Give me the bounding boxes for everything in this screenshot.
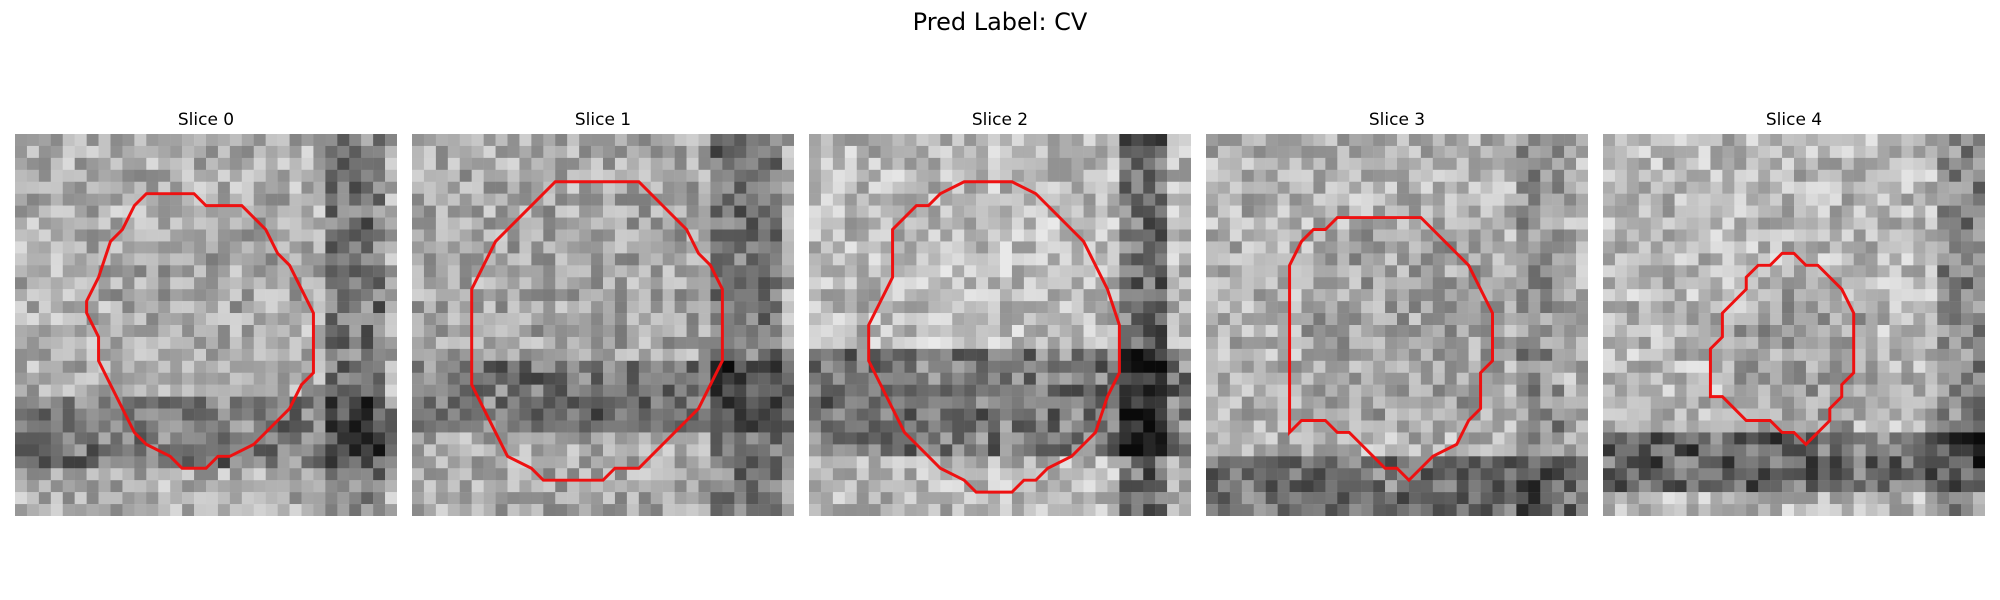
slice-0-image: [15, 134, 397, 516]
slice-4-title: Slice 4: [1765, 110, 1823, 130]
slice-2-image: [809, 134, 1191, 516]
slice-1-title: Slice 1: [574, 110, 632, 130]
slice-3-image: [1206, 134, 1588, 516]
slice-1-image: [412, 134, 794, 516]
slice-0-title: Slice 0: [177, 110, 235, 130]
slice-2-contour: [867, 180, 1121, 494]
figure-title: Pred Label: CV: [912, 8, 1088, 36]
slice-3-contour: [1288, 216, 1494, 483]
slice-2-title: Slice 2: [971, 110, 1029, 130]
slice-0-contour: [85, 192, 315, 470]
slice-4-contour: [1708, 251, 1856, 447]
slice-4-image: [1603, 134, 1985, 516]
slice-1-contour: [470, 180, 724, 482]
slice-3-title: Slice 3: [1368, 110, 1426, 130]
